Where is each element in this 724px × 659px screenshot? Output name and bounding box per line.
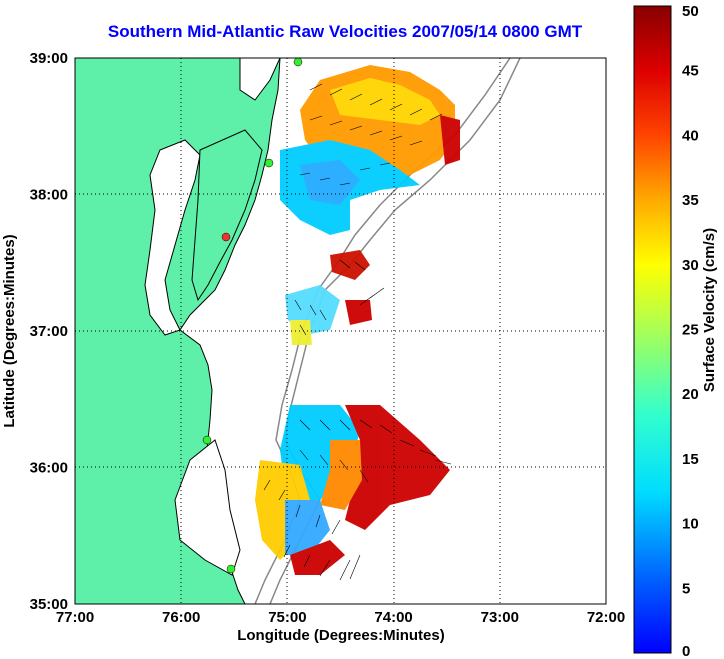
x-tick-label: 74:00 xyxy=(374,609,412,626)
pamlico-sound xyxy=(174,439,241,576)
y-axis-label: Latitude (Degrees:Minutes) xyxy=(1,234,18,427)
radar-stations xyxy=(202,58,303,574)
velocity-arrows xyxy=(263,83,452,581)
colorbar-tick-label: 15 xyxy=(682,451,699,468)
map-grid xyxy=(75,58,606,604)
plot-title: Southern Mid-Atlantic Raw Velocities 200… xyxy=(107,22,583,41)
y-tick-label: 37:00 xyxy=(30,323,68,340)
colorbar-tick-label: 40 xyxy=(682,127,699,144)
colorbar-tick-label: 0 xyxy=(682,643,690,659)
station-marker xyxy=(221,232,231,242)
colorbar-tick-label: 35 xyxy=(682,192,699,209)
colorbar-tick-label: 5 xyxy=(682,580,690,597)
delaware-bay xyxy=(239,58,281,101)
colorbar-tick-label: 50 xyxy=(682,3,699,20)
colorbar xyxy=(633,5,672,654)
station-marker xyxy=(293,58,303,67)
station-marker xyxy=(264,158,274,168)
station-marker xyxy=(202,435,212,445)
x-axis-label: Longitude (Degrees:Minutes) xyxy=(237,627,445,644)
station-marker xyxy=(226,564,236,574)
x-tick-label: 76:00 xyxy=(162,609,200,626)
plot-frame xyxy=(74,57,607,605)
y-tick-label: 39:00 xyxy=(30,50,68,67)
y-tick-label: 38:00 xyxy=(30,187,68,204)
velocity-patches xyxy=(255,65,460,575)
colorbar-tick-label: 20 xyxy=(682,386,699,403)
colorbar-tick-label: 10 xyxy=(682,516,699,533)
colorbar-tick-label: 25 xyxy=(682,322,699,339)
delmarva-peninsula xyxy=(191,129,263,302)
x-tick-label: 75:00 xyxy=(268,609,306,626)
colorbar-label: Surface Velocity (cm/s) xyxy=(701,228,718,392)
y-tick-label: 36:00 xyxy=(30,460,68,477)
x-tick-label: 77:00 xyxy=(56,609,94,626)
y-tick-labels: 39:00 38:00 37:00 36:00 35:00 xyxy=(30,50,68,613)
x-tick-label: 72:00 xyxy=(587,609,625,626)
colorbar-tick-label: 30 xyxy=(682,257,699,274)
x-tick-labels: 77:00 76:00 75:00 74:00 73:00 72:00 xyxy=(56,609,625,626)
chesapeake-bay xyxy=(144,139,201,336)
colorbar-tick-label: 45 xyxy=(682,63,699,80)
x-tick-label: 73:00 xyxy=(481,609,519,626)
y-tick-label: 35:00 xyxy=(30,596,68,613)
